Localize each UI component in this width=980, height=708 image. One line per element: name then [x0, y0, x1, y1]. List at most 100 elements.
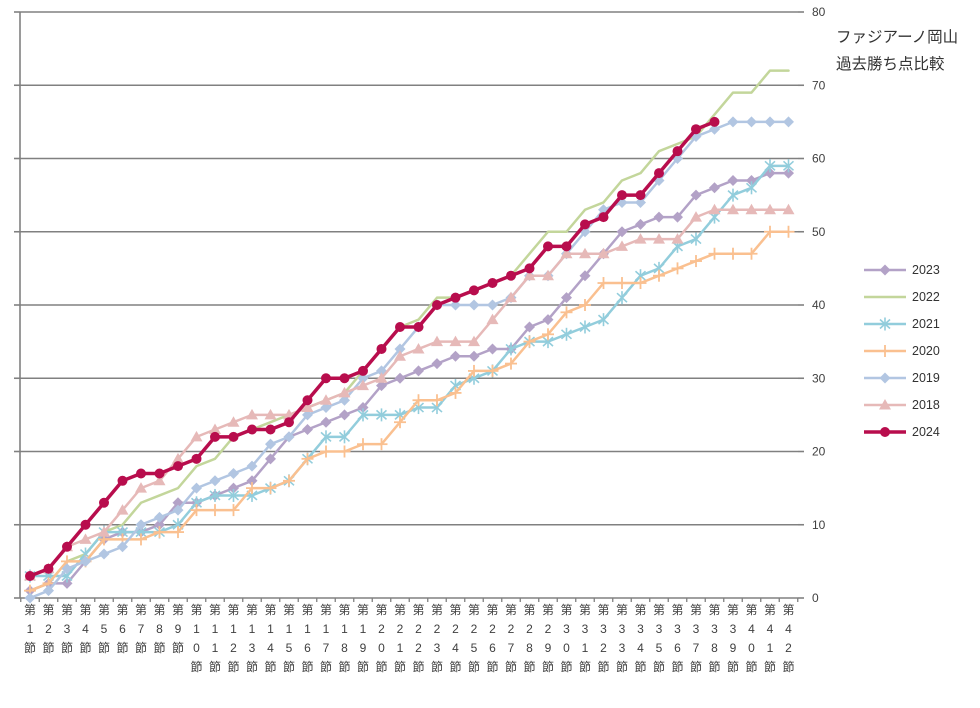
svg-text:節: 節: [745, 659, 757, 674]
svg-text:1: 1: [582, 641, 589, 655]
legend-label: 2023: [912, 262, 940, 277]
svg-text:第: 第: [246, 603, 258, 617]
svg-text:6: 6: [674, 641, 681, 655]
svg-text:第: 第: [412, 603, 424, 617]
svg-text:7: 7: [693, 641, 700, 655]
svg-text:1: 1: [397, 641, 404, 655]
x-axis-label: 第 3 4 節: [634, 603, 646, 674]
svg-text:第: 第: [320, 603, 332, 617]
series-2022: [28, 69, 790, 592]
svg-text:節: 節: [190, 659, 202, 674]
x-axis-label: 第 7 節: [135, 603, 147, 655]
legend-label: 2018: [912, 397, 940, 412]
svg-text:6: 6: [119, 622, 126, 636]
series-2020: [24, 225, 795, 597]
svg-text:2: 2: [415, 641, 422, 655]
svg-text:第: 第: [745, 603, 757, 617]
svg-text:第: 第: [209, 603, 221, 617]
svg-text:節: 節: [449, 659, 461, 674]
svg-text:1: 1: [341, 622, 348, 636]
svg-text:1: 1: [304, 622, 311, 636]
x-axis-label: 第 3 5 節: [653, 603, 665, 674]
svg-text:2: 2: [378, 622, 385, 636]
svg-text:節: 節: [357, 659, 369, 674]
svg-text:5: 5: [471, 641, 478, 655]
svg-text:第: 第: [671, 603, 683, 617]
chart-title-line2: 過去勝ち点比較: [836, 56, 945, 73]
svg-text:節: 節: [135, 640, 147, 655]
svg-text:第: 第: [394, 603, 406, 617]
x-axis-label: 第 3 7 節: [690, 603, 702, 674]
x-axis-label: 第 1 6 節: [301, 603, 313, 674]
svg-text:2: 2: [230, 641, 237, 655]
svg-text:1: 1: [249, 622, 256, 636]
series-2024: [25, 116, 720, 582]
svg-text:節: 節: [486, 659, 498, 674]
svg-text:節: 節: [172, 640, 184, 655]
svg-text:節: 節: [671, 659, 683, 674]
svg-text:3: 3: [64, 622, 71, 636]
x-axis-label: 第 2 1 節: [394, 603, 406, 674]
svg-text:第: 第: [338, 603, 350, 617]
legend-item-2019: 2019: [863, 364, 940, 391]
svg-text:2: 2: [45, 622, 52, 636]
svg-text:第: 第: [42, 603, 54, 617]
x-axis-label: 第 9 節: [172, 603, 184, 655]
svg-text:7: 7: [138, 622, 145, 636]
svg-text:2: 2: [600, 641, 607, 655]
y-axis-label: 80: [812, 5, 826, 19]
svg-text:5: 5: [101, 622, 108, 636]
svg-text:節: 節: [727, 659, 739, 674]
x-axis-label: 第 3 0 節: [560, 603, 572, 674]
svg-text:節: 節: [283, 659, 295, 674]
legend: 2023 2022 2021 2020 2019 2018 2024: [863, 256, 940, 445]
svg-text:3: 3: [563, 622, 570, 636]
x-axis-label: 第 1 0 節: [190, 603, 202, 674]
svg-text:3: 3: [693, 622, 700, 636]
svg-text:4: 4: [748, 622, 755, 636]
svg-text:8: 8: [156, 622, 163, 636]
legend-item-2020: 2020: [863, 337, 940, 364]
svg-text:1: 1: [230, 622, 237, 636]
svg-text:3: 3: [582, 622, 589, 636]
x-axis-label: 第 1 5 節: [283, 603, 295, 674]
svg-text:節: 節: [338, 659, 350, 674]
svg-text:9: 9: [175, 622, 182, 636]
series-2018: [24, 203, 795, 581]
svg-text:節: 節: [24, 640, 36, 655]
svg-text:第: 第: [431, 603, 443, 617]
svg-text:第: 第: [375, 603, 387, 617]
legend-swatch-2018: [864, 398, 906, 409]
chart-title: ファジアーノ岡山 過去勝ち点比較: [836, 24, 958, 78]
y-axis-label: 60: [812, 152, 826, 166]
y-axis-label: 10: [812, 518, 826, 532]
legend-item-2023: 2023: [863, 256, 940, 283]
svg-text:6: 6: [304, 641, 311, 655]
svg-text:1: 1: [267, 622, 274, 636]
svg-text:1: 1: [360, 622, 367, 636]
svg-text:第: 第: [708, 603, 720, 617]
svg-text:第: 第: [505, 603, 517, 617]
x-axis-label: 第 1 2 節: [227, 603, 239, 674]
svg-text:0: 0: [748, 641, 755, 655]
svg-text:8: 8: [711, 641, 718, 655]
svg-text:1: 1: [323, 622, 330, 636]
x-axis-label: 第 2 4 節: [449, 603, 461, 674]
svg-text:第: 第: [579, 603, 591, 617]
svg-text:4: 4: [785, 622, 792, 636]
svg-text:第: 第: [172, 603, 184, 617]
svg-text:第: 第: [560, 603, 572, 617]
svg-text:第: 第: [523, 603, 535, 617]
x-axis-label: 第 3 9 節: [727, 603, 739, 674]
svg-text:4: 4: [452, 641, 459, 655]
svg-text:第: 第: [468, 603, 480, 617]
svg-text:2: 2: [785, 641, 792, 655]
svg-text:2: 2: [434, 622, 441, 636]
svg-text:2: 2: [526, 622, 533, 636]
svg-text:節: 節: [523, 659, 535, 674]
svg-text:第: 第: [283, 603, 295, 617]
x-axis-label: 第 1 節: [24, 603, 36, 655]
series-2021: [24, 159, 795, 583]
svg-text:第: 第: [782, 603, 794, 617]
svg-text:節: 節: [560, 659, 572, 674]
